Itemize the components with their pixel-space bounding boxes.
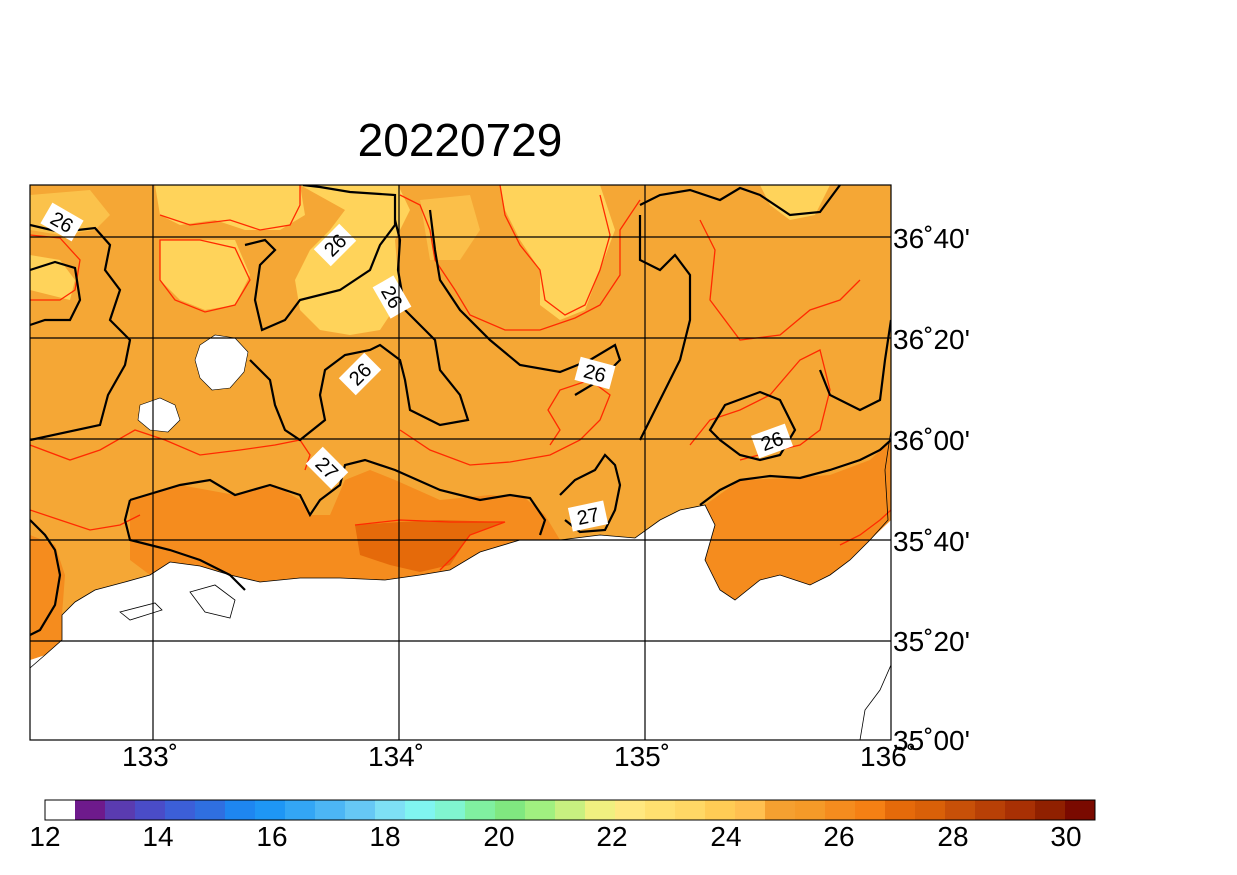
colorbar-label-24: 24: [710, 821, 742, 852]
colorbar-swatch: [375, 800, 406, 820]
colorbar-swatch: [555, 800, 586, 820]
island-white-1: [194, 334, 249, 391]
colorbar-swatch: [615, 800, 646, 820]
colorbar-swatch: [285, 800, 316, 820]
colorbar-swatch: [1035, 800, 1066, 820]
lon-label-135: 135˚: [614, 741, 671, 772]
colorbar-swatch: [945, 800, 976, 820]
colorbar-swatch: [585, 800, 616, 820]
colorbar-swatch: [675, 800, 706, 820]
colorbar-swatch: [435, 800, 466, 820]
colorbar-swatch: [405, 800, 436, 820]
contour-label-8: 27: [567, 500, 609, 532]
colorbar-swatch: [225, 800, 256, 820]
colorbar-swatch: [75, 800, 106, 820]
colorbar-label-20: 20: [483, 821, 515, 852]
map-title: 20220729: [357, 114, 563, 166]
lon-label-136: 136˚: [860, 741, 917, 772]
colorbar-swatch: [765, 800, 796, 820]
colorbar-swatch: [345, 800, 376, 820]
hot-region: [355, 520, 505, 572]
colorbar-swatch: [1005, 800, 1036, 820]
colorbar-swatch: [525, 800, 556, 820]
colorbar-swatch: [885, 800, 916, 820]
colorbar-label-22: 22: [596, 821, 628, 852]
colorbar-swatch: [105, 800, 136, 820]
colorbar-swatch: [795, 800, 826, 820]
colorbar-label-18: 18: [369, 821, 401, 852]
coastline-island: [119, 584, 236, 621]
colorbar-swatch: [135, 800, 166, 820]
colorbar-swatch: [825, 800, 856, 820]
colorbar-label-28: 28: [937, 821, 969, 852]
plot-frame: [29, 184, 892, 741]
lat-label-35-40: 35˚40': [893, 526, 970, 557]
colorbar-label-12: 12: [29, 821, 61, 852]
colorbar-swatch: [645, 800, 676, 820]
colorbar-swatch: [495, 800, 526, 820]
colorbar-swatch: [915, 800, 946, 820]
island-white-2: [137, 397, 181, 433]
colorbar-swatch: [705, 800, 736, 820]
lon-label-134: 134˚: [368, 741, 425, 772]
colorbar-label-30: 30: [1050, 821, 1082, 852]
svg-text:27: 27: [575, 504, 601, 530]
colorbar-label-16: 16: [256, 821, 288, 852]
colorbar-swatch: [465, 800, 496, 820]
lat-label-35-00: 35˚00': [893, 725, 970, 756]
lat-label-36-00: 36˚00': [893, 425, 970, 456]
lat-label-35-20: 35˚20': [893, 626, 970, 657]
colorbar: [45, 800, 1096, 820]
colorbar-swatch: [855, 800, 886, 820]
coastline-east: [859, 664, 891, 740]
colorbar-swatch: [1065, 800, 1096, 820]
colorbar-frame: [44, 799, 1096, 821]
colorbar-label-26: 26: [823, 821, 855, 852]
lon-label-133: 133˚: [122, 741, 179, 772]
colorbar-swatch: [975, 800, 1006, 820]
plot-area: 26 26 26 26 26 26 27 27: [30, 185, 891, 740]
colorbar-swatch: [195, 800, 226, 820]
graticule: [30, 185, 891, 740]
colorbar-swatch: [45, 800, 76, 820]
contour-label-5: 26: [574, 356, 616, 390]
lat-label-36-20: 36˚20': [893, 324, 970, 355]
colorbar-swatch: [255, 800, 286, 820]
lat-label-36-40: 36˚40': [893, 223, 970, 254]
colorbar-swatch: [315, 800, 346, 820]
colorbar-label-14: 14: [142, 821, 174, 852]
colorbar-swatch: [735, 800, 766, 820]
colorbar-swatch: [165, 800, 196, 820]
